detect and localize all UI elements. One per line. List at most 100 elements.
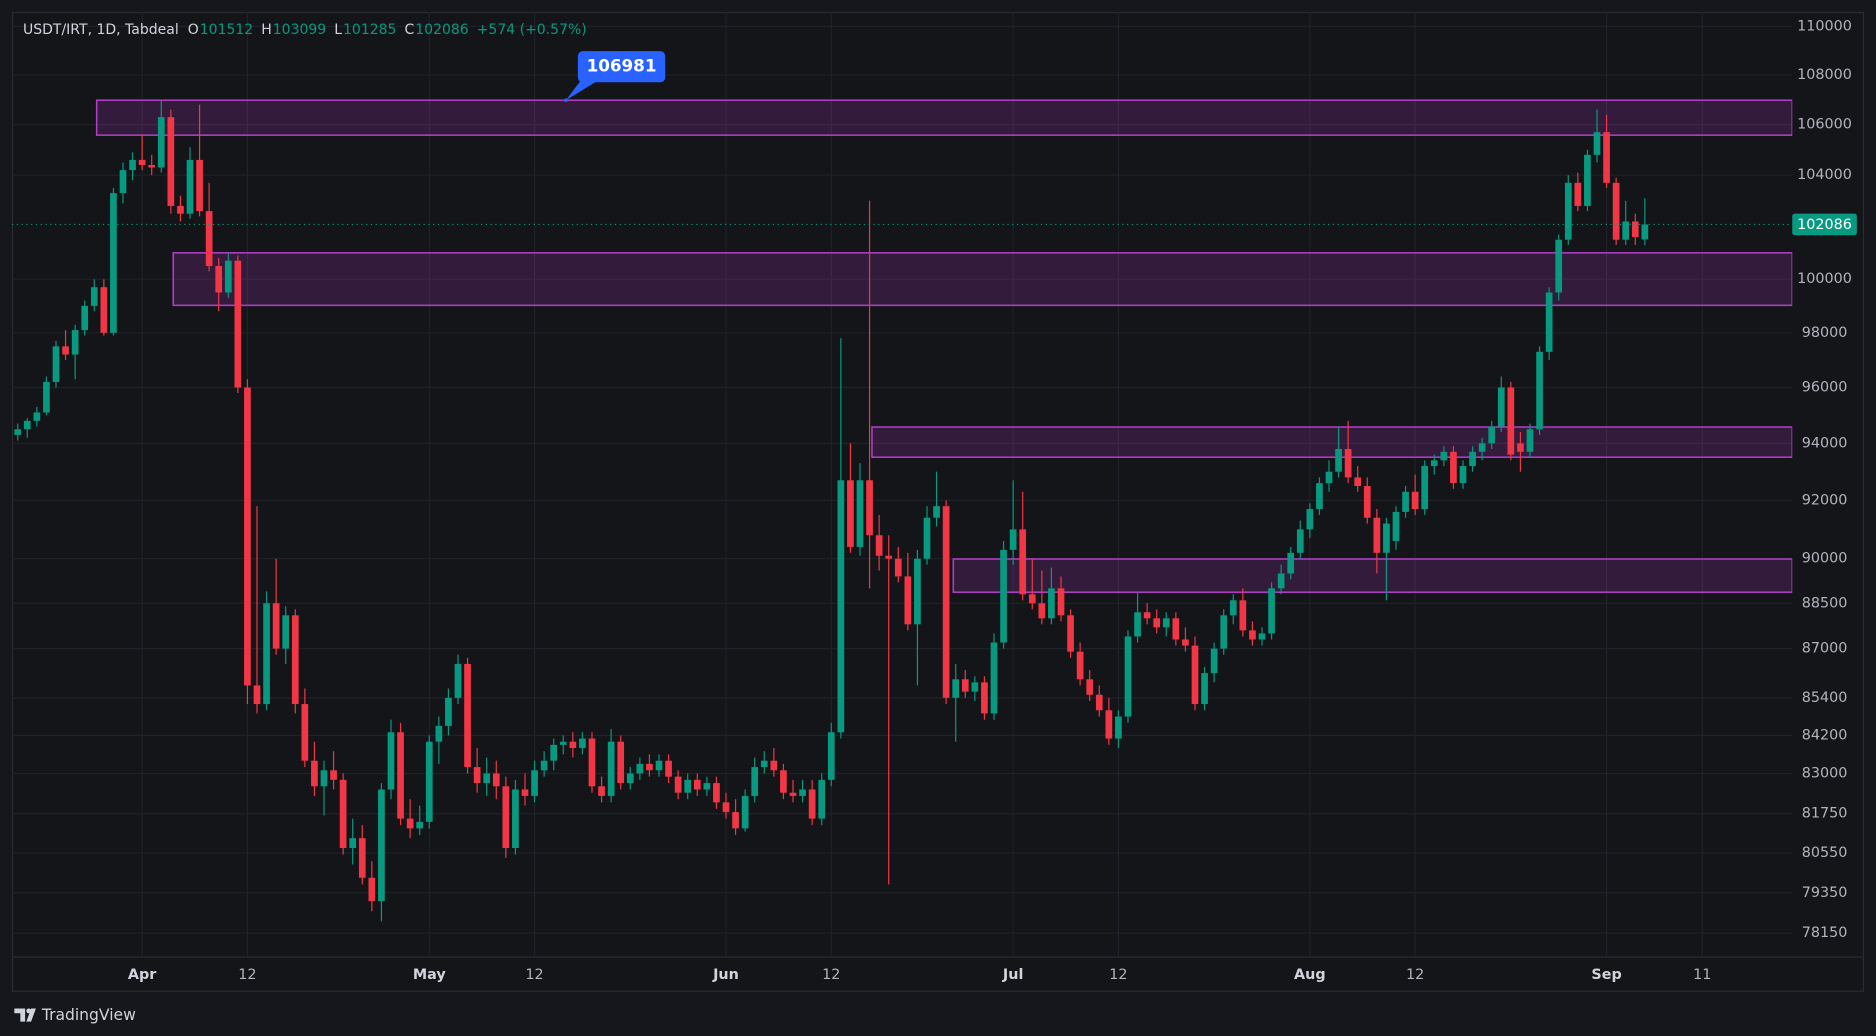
candle-body — [923, 517, 931, 559]
candle-body — [914, 558, 921, 625]
candle-body — [789, 792, 797, 796]
last-price-box — [1792, 213, 1857, 236]
candle-body — [90, 287, 98, 306]
candle-body — [990, 642, 998, 714]
candle-body — [1124, 636, 1132, 717]
candle-body — [598, 786, 605, 796]
candle-body — [1450, 451, 1457, 484]
x-tick-label: May — [413, 967, 447, 983]
y-tick-label: 87000 — [1802, 641, 1848, 657]
candle-body — [569, 741, 577, 749]
zones — [95, 99, 1793, 593]
callout-tail — [565, 81, 598, 101]
candle-body — [397, 732, 404, 819]
candle-body — [1258, 633, 1266, 640]
overlay: 102086 106981 — [11, 51, 1857, 236]
candle-body — [435, 725, 443, 742]
candle-body — [138, 159, 146, 165]
candle-body — [157, 117, 165, 168]
candle-body — [1143, 612, 1151, 619]
x-tick-label: 12 — [238, 967, 256, 983]
candle-body — [961, 679, 969, 692]
candle-body — [703, 783, 711, 790]
candle-body — [847, 480, 854, 547]
candle-body — [1497, 387, 1505, 427]
x-tick-label: Jul — [1002, 967, 1023, 983]
candle-body — [521, 789, 529, 796]
candle-body — [416, 821, 424, 829]
candle-body — [655, 760, 663, 771]
candle-body — [1000, 549, 1007, 643]
x-tick-label: 12 — [1406, 967, 1424, 983]
candle-body — [1229, 600, 1237, 616]
x-tick-label: Jun — [712, 967, 739, 983]
candle-body — [646, 763, 653, 771]
candle-body — [454, 663, 462, 698]
candle-body — [942, 506, 950, 698]
candle-body — [885, 555, 893, 559]
candle-body — [1603, 132, 1610, 183]
candle-body — [330, 770, 337, 780]
candle-body — [1411, 491, 1419, 510]
candle-body — [445, 697, 452, 726]
x-tick-label: 12 — [1109, 967, 1127, 983]
ohlc-value: 101285 — [343, 22, 397, 38]
zone — [172, 252, 1793, 307]
candle-body — [1430, 460, 1438, 467]
candle-body — [1191, 645, 1199, 705]
ohlc-label: H — [261, 22, 272, 38]
candle-body — [1344, 448, 1352, 478]
candle-body — [1469, 451, 1476, 467]
candle-body — [33, 412, 41, 421]
candle-body — [1019, 529, 1027, 595]
x-tick-label: 12 — [822, 967, 840, 983]
candle-body — [119, 170, 127, 194]
y-tick-label: 88500 — [1802, 595, 1848, 611]
candle-body — [263, 603, 270, 705]
y-tick-label: 85400 — [1802, 690, 1848, 706]
x-tick-label: 11 — [1693, 967, 1711, 983]
candle-body — [665, 760, 672, 777]
ohlc-value: 102086 — [415, 22, 469, 38]
candle-body — [1287, 552, 1295, 574]
candle-body — [387, 732, 395, 790]
candle-body — [1363, 486, 1371, 518]
candle-body — [1076, 651, 1084, 680]
candle-body — [71, 330, 79, 355]
y-tick-label: 110000 — [1797, 18, 1852, 34]
candle-body — [425, 741, 433, 822]
y-tick-label: 79350 — [1802, 885, 1848, 901]
candle-body — [1584, 154, 1591, 206]
candle-body — [827, 732, 835, 780]
candle-body — [282, 615, 290, 649]
candle-body — [760, 760, 768, 768]
candle-body — [550, 744, 558, 761]
candle-body — [933, 506, 940, 518]
candle-body — [406, 818, 414, 829]
candle-body — [1162, 618, 1170, 628]
ohlc-value: 103099 — [272, 22, 327, 38]
callout-label: 106981 — [587, 56, 657, 76]
zone — [952, 558, 1793, 593]
candle-body — [320, 770, 328, 787]
candle-body — [1048, 588, 1055, 619]
candle-body — [808, 789, 816, 819]
callout-anchor — [564, 98, 568, 103]
candle-body — [1296, 529, 1304, 553]
candle-body — [1545, 292, 1553, 352]
candle-body — [473, 767, 481, 784]
candle-body — [875, 535, 883, 556]
candle-body — [894, 558, 902, 577]
price-change: +574 (+0.57%) — [476, 22, 587, 38]
candle-body — [1373, 517, 1381, 553]
x-tick-label: Apr — [128, 967, 157, 983]
last-price-label: 102086 — [1797, 217, 1852, 233]
candle-body — [1028, 594, 1036, 604]
candle-body — [1507, 387, 1515, 455]
candle-body — [1574, 182, 1582, 206]
candle-body — [1316, 483, 1323, 510]
candle-body — [339, 779, 347, 849]
y-tick-label: 83000 — [1802, 765, 1848, 781]
candle-body — [1593, 132, 1601, 155]
